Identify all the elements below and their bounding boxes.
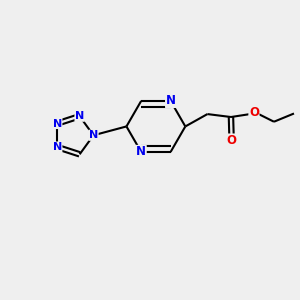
- Text: N: N: [75, 111, 84, 121]
- Text: O: O: [226, 134, 237, 147]
- Text: O: O: [249, 106, 259, 119]
- Text: N: N: [136, 146, 146, 158]
- Text: N: N: [166, 94, 176, 107]
- Text: N: N: [52, 118, 62, 128]
- Text: N: N: [52, 142, 62, 152]
- Text: N: N: [89, 130, 98, 140]
